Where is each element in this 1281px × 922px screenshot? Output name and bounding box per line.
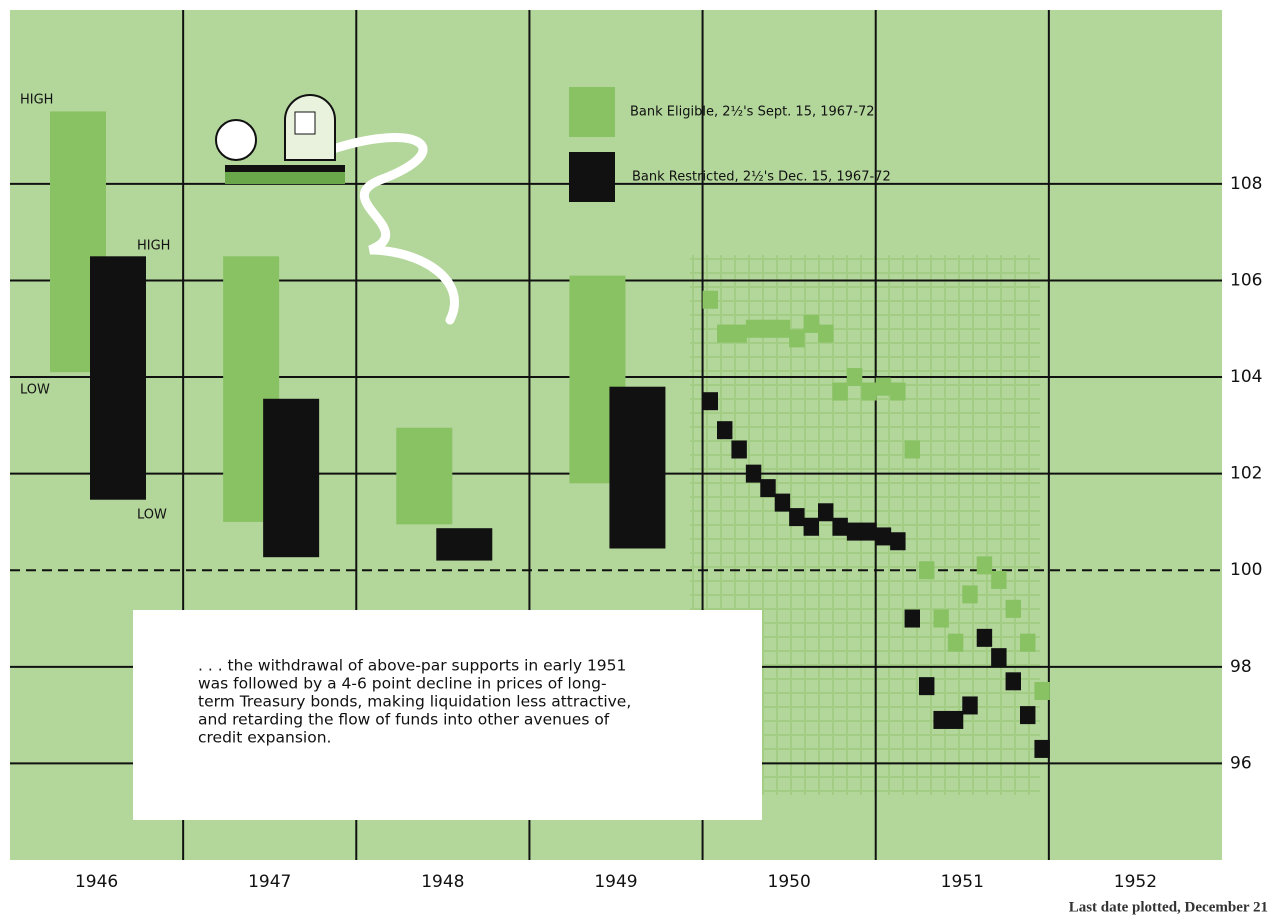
- month-step: [832, 382, 848, 401]
- month-step: [717, 324, 733, 343]
- legend-swatch: [569, 87, 615, 137]
- month-step: [846, 368, 863, 387]
- month-step: [745, 464, 762, 483]
- month-step: [962, 585, 978, 604]
- month-step: [760, 479, 776, 498]
- x-tick-label: 1950: [768, 872, 811, 892]
- month-step: [1005, 599, 1021, 618]
- month-step: [861, 522, 877, 541]
- footnote: Last date plotted, December 21: [1069, 899, 1268, 915]
- month-step: [861, 382, 877, 401]
- month-step: [919, 561, 935, 580]
- month-step: [991, 570, 1007, 589]
- month-step: [904, 609, 920, 628]
- month-step: [818, 503, 834, 522]
- low-label: LOW: [20, 383, 50, 398]
- x-tick-label: 1952: [1114, 872, 1157, 892]
- month-step: [1020, 633, 1036, 652]
- month-step: [818, 324, 834, 343]
- month-step: [919, 677, 935, 696]
- x-tick-label: 1951: [941, 872, 984, 892]
- month-step: [717, 421, 733, 440]
- month-step: [760, 319, 776, 338]
- illustration: [215, 94, 459, 325]
- y-tick-label: 108: [1230, 174, 1262, 194]
- month-step: [702, 392, 718, 411]
- legend-swatch: [569, 152, 615, 202]
- high-label: HIGH: [20, 93, 53, 108]
- month-step: [1020, 706, 1036, 725]
- month-step: [803, 517, 819, 536]
- month-step: [1034, 681, 1050, 700]
- month-step: [991, 648, 1007, 667]
- month-step: [976, 556, 993, 575]
- low-label: LOW: [137, 508, 167, 523]
- annotation-line: term Treasury bonds, making liquidation …: [198, 693, 631, 711]
- x-tick-label: 1947: [248, 872, 291, 892]
- range-bar: [90, 256, 146, 500]
- month-step: [731, 324, 747, 343]
- month-step: [702, 290, 718, 309]
- month-step: [904, 440, 920, 459]
- y-tick-label: 102: [1230, 464, 1262, 484]
- month-step: [962, 696, 978, 715]
- annotation-line: . . . the withdrawal of above-par suppor…: [198, 657, 626, 675]
- month-step: [731, 440, 747, 459]
- month-step: [774, 493, 791, 512]
- month-step: [745, 319, 762, 338]
- month-step: [933, 609, 949, 628]
- month-step: [875, 377, 892, 396]
- y-tick-label: 104: [1230, 367, 1262, 387]
- range-bar: [396, 427, 453, 525]
- range-bar: [436, 528, 493, 561]
- month-step: [846, 522, 863, 541]
- month-step: [1034, 739, 1050, 758]
- x-tick-label: 1949: [594, 872, 637, 892]
- y-tick-label: 98: [1230, 657, 1252, 677]
- x-tick-label: 1946: [75, 872, 118, 892]
- annotation-line: was followed by a 4-6 point decline in p…: [198, 675, 607, 693]
- y-tick-label: 106: [1230, 270, 1262, 290]
- month-step: [933, 710, 949, 729]
- x-tick-label: 1948: [421, 872, 464, 892]
- month-step: [875, 527, 892, 546]
- range-bar: [263, 398, 320, 558]
- range-bar: [609, 386, 666, 549]
- marks: [50, 111, 1050, 758]
- annotation-box: [133, 610, 762, 820]
- month-step: [789, 508, 805, 527]
- legend-label: Bank Eligible, 2½'s Sept. 15, 1967-72: [630, 105, 875, 120]
- annotation-line: credit expansion.: [198, 729, 331, 747]
- month-step: [774, 319, 791, 338]
- legend-label: Bank Restricted, 2½'s Dec. 15, 1967-72: [632, 170, 891, 185]
- annotation-line: and retarding the flow of funds into oth…: [198, 711, 610, 729]
- month-step: [803, 314, 819, 333]
- month-step: [789, 329, 805, 348]
- y-tick-label: 96: [1230, 753, 1252, 773]
- month-step: [832, 517, 848, 536]
- month-step: [976, 628, 993, 647]
- high-label: HIGH: [137, 239, 170, 254]
- y-tick-label: 100: [1230, 560, 1262, 580]
- month-step: [1005, 672, 1021, 691]
- month-step: [947, 710, 964, 729]
- month-step: [890, 382, 906, 401]
- month-step: [947, 633, 964, 652]
- month-step: [890, 532, 906, 551]
- labels: HIGH HIGH LOW LOW Last date plotted, Dec…: [20, 87, 1268, 915]
